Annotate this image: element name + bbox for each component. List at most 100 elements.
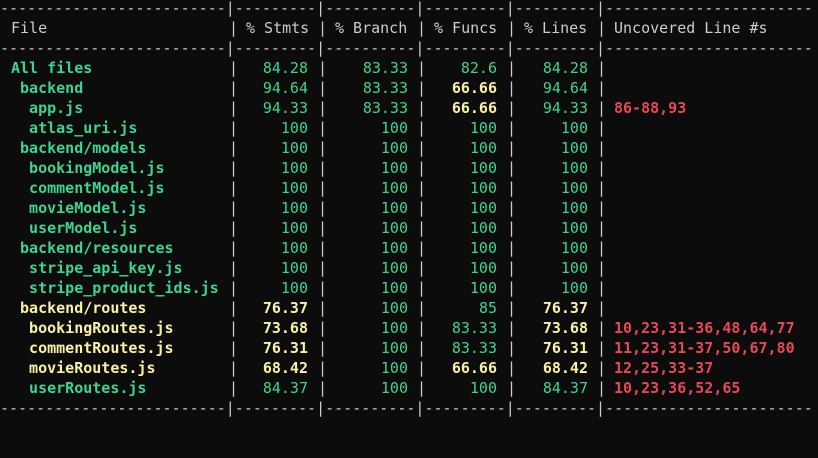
lines-value: 68.42 [542, 359, 588, 377]
lines-value: 84.28 [542, 59, 588, 77]
branch-value: 100 [380, 179, 408, 197]
column-divider: | [318, 199, 328, 217]
branch-value: 100 [380, 239, 408, 257]
file-name: commentModel.js [11, 179, 165, 197]
separator-bottom: -------------------------|---------|----… [0, 399, 813, 417]
column-divider: | [597, 259, 607, 277]
column-divider: | [597, 339, 607, 357]
column-divider: | [597, 79, 607, 97]
column-divider: | [597, 139, 607, 157]
lines-value: 100 [560, 179, 588, 197]
table-row: backend/routes 76.37 100 85 76.37 | | | | | [0, 298, 818, 318]
terminal-window: -------------------------|---------|----… [0, 0, 818, 417]
column-divider: | [507, 139, 517, 157]
uncovered-lines: 10,23,31-36,48,64,77 [614, 319, 795, 337]
lines-value: 100 [560, 239, 588, 257]
header-stmts: % Stmts [246, 19, 310, 37]
stmts-value: 100 [280, 239, 308, 257]
column-divider: | [318, 239, 328, 257]
column-divider: | [229, 59, 239, 77]
uncovered-lines: 12,25,33-37 [614, 359, 714, 377]
header-uncovered: Uncovered Line #s [614, 19, 768, 37]
lines-value: 76.31 [542, 339, 588, 357]
column-divider: | [597, 359, 607, 377]
column-divider: | [417, 339, 427, 357]
column-divider: | [229, 159, 239, 177]
branch-value: 100 [380, 339, 408, 357]
column-divider: | [417, 79, 427, 97]
column-divider: | [318, 299, 328, 317]
column-divider: | [507, 179, 517, 197]
header-branch: % Branch [335, 19, 408, 37]
column-divider: | [417, 279, 427, 297]
column-divider: | [417, 159, 427, 177]
column-divider: | [597, 99, 607, 117]
funcs-value: 66.66 [451, 99, 497, 117]
column-divider: | [318, 99, 328, 117]
column-divider: | [597, 239, 607, 257]
column-divider: | [318, 339, 328, 357]
column-divider: | [229, 219, 239, 237]
funcs-value: 100 [469, 239, 497, 257]
funcs-value: 100 [469, 139, 497, 157]
file-name: userRoutes.js [11, 379, 147, 397]
column-divider: | [229, 79, 239, 97]
stmts-value: 100 [280, 259, 308, 277]
stmts-value: 76.37 [262, 299, 308, 317]
column-divider: | [507, 259, 517, 277]
funcs-value: 100 [469, 119, 497, 137]
funcs-value: 100 [469, 379, 497, 397]
column-divider: | [417, 379, 427, 397]
stmts-value: 100 [280, 119, 308, 137]
column-divider: | [229, 119, 239, 137]
branch-value: 83.33 [362, 79, 408, 97]
lines-value: 100 [560, 159, 588, 177]
column-divider: | [318, 159, 328, 177]
table-row: backend 94.64 83.33 66.66 94.64 | | | | | [0, 78, 818, 98]
column-divider: | [507, 59, 517, 77]
column-divider: | [417, 239, 427, 257]
uncovered-lines: 86-88,93 [614, 99, 687, 117]
column-divider: | [597, 379, 607, 397]
lines-value: 84.37 [542, 379, 588, 397]
column-divider: | [597, 199, 607, 217]
column-divider: | [597, 219, 607, 237]
table-row: movieRoutes.js 68.42 100 66.66 68.42 12,25,33… [0, 358, 818, 378]
column-divider: | [318, 179, 328, 197]
column-divider: | [318, 259, 328, 277]
branch-value: 100 [380, 259, 408, 277]
column-divider: | [507, 319, 517, 337]
branch-value: 100 [380, 199, 408, 217]
lines-value: 76.37 [542, 299, 588, 317]
column-divider: | [229, 339, 239, 357]
branch-value: 83.33 [362, 59, 408, 77]
lines-value: 73.68 [542, 319, 588, 337]
column-divider: | [417, 99, 427, 117]
table-row: backend/models 100 100 100 100 | | | | | [0, 138, 818, 158]
branch-value: 100 [380, 139, 408, 157]
stmts-value: 84.37 [262, 379, 308, 397]
table-row: movieModel.js 100 100 100 100 | | | | | [0, 198, 818, 218]
table-row: bookingModel.js 100 100 100 100 | | | | | [0, 158, 818, 178]
uncovered-lines: 10,23,36,52,65 [614, 379, 741, 397]
column-divider: | [229, 299, 239, 317]
file-name: bookingRoutes.js [11, 319, 174, 337]
file-name: stripe_api_key.js [11, 259, 183, 277]
column-divider: | [507, 119, 517, 137]
table-row: stripe_product_ids.js 100 100 100 100 | | | | | [0, 278, 818, 298]
column-divider: | [507, 219, 517, 237]
column-divider: | [417, 59, 427, 77]
column-divider: | [417, 319, 427, 337]
file-name: movieModel.js [11, 199, 147, 217]
header-funcs: % Funcs [434, 19, 498, 37]
column-divider: | [507, 339, 517, 357]
file-name: userModel.js [11, 219, 138, 237]
funcs-value: 83.33 [451, 319, 497, 337]
funcs-value: 66.66 [451, 79, 497, 97]
column-divider: | [318, 379, 328, 397]
column-divider: | [597, 119, 607, 137]
column-divider: | [507, 99, 517, 117]
column-divider: | [229, 259, 239, 277]
table-row: atlas_uri.js 100 100 100 100 | | | | | [0, 118, 818, 138]
header-file: File [11, 19, 48, 37]
